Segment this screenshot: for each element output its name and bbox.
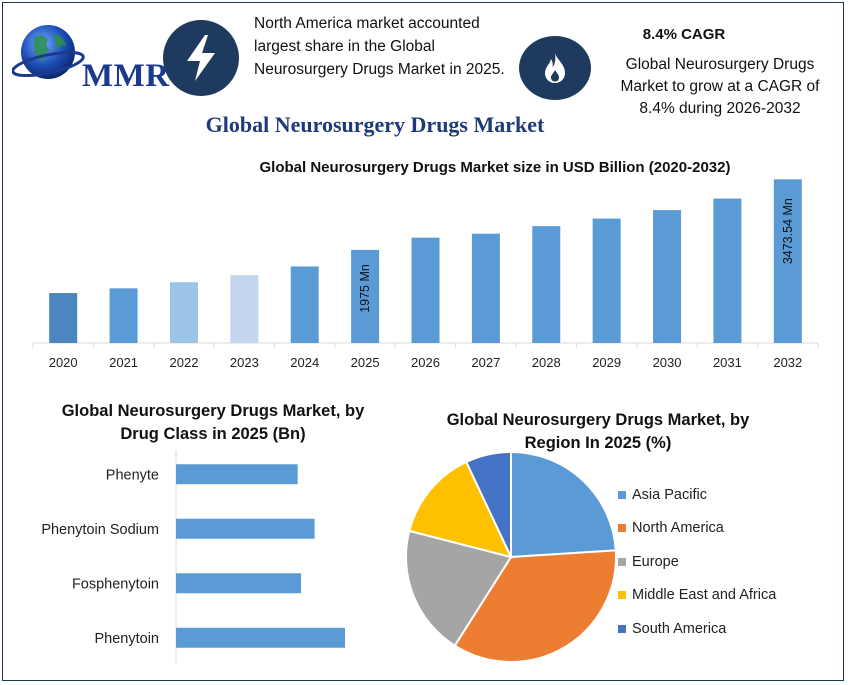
- bar-2023: [230, 275, 259, 343]
- hbar-chart-title: Global Neurosurgery Drugs Market, by Drug…: [62, 402, 365, 443]
- hbar-category-label: Phenytoin Sodium: [41, 522, 159, 538]
- x-tick-label-2025: 2025: [351, 355, 380, 370]
- pie-slice-south-america: [464, 450, 512, 558]
- hbar-category-label: Phenytoin: [95, 631, 160, 647]
- bar-2030: [653, 210, 682, 343]
- legend-item: North America: [618, 512, 776, 546]
- pie-slice-north-america: [453, 549, 617, 663]
- hbar-phenytoin-sodium: [176, 518, 315, 539]
- hbar-category-label: Fosphenytoin: [72, 576, 159, 592]
- bar-2032: [773, 179, 802, 343]
- cagr-title: 8.4% CAGR: [642, 26, 726, 43]
- hbar-category-label: Phenyte: [106, 467, 159, 483]
- pie-slice-europe: [405, 529, 513, 648]
- pie-chart-title: Global Neurosurgery Drugs Market, by Regi…: [447, 411, 750, 452]
- bar-2027: [471, 233, 500, 343]
- pie-legend: Asia Pacific North America Europe Middle Ea…: [618, 478, 776, 646]
- x-tick-label-2020: 2020: [49, 355, 78, 370]
- legend-item: Asia Pacific: [618, 478, 776, 512]
- x-tick-label-2029: 2029: [592, 355, 621, 370]
- bar-2020: [49, 293, 78, 343]
- bar-2024: [290, 266, 319, 343]
- cagr-description: Global Neurosurgery Drugs Market to grow…: [620, 56, 820, 117]
- legend-label: Asia Pacific: [632, 486, 707, 503]
- x-tick-label-2024: 2024: [290, 355, 319, 370]
- legend-item: Middle East and Africa: [618, 579, 776, 613]
- legend-swatch: [618, 591, 626, 600]
- hbar-phenyte: [176, 464, 298, 485]
- x-tick-label-2028: 2028: [532, 355, 561, 370]
- x-tick-label-2022: 2022: [170, 355, 199, 370]
- globe-logo-icon: [11, 25, 85, 79]
- bar-2021: [109, 288, 138, 343]
- hbar-fosphenytoin: [176, 573, 302, 594]
- pie-slice-middle-east-and-africa: [408, 460, 513, 559]
- bar-2029: [592, 218, 621, 343]
- x-tick-label-2023: 2023: [230, 355, 259, 370]
- x-tick-label-2032: 2032: [773, 355, 802, 370]
- x-tick-label-2027: 2027: [471, 355, 500, 370]
- legend-label: Europe: [632, 553, 679, 570]
- legend-label: Middle East and Africa: [632, 587, 777, 604]
- x-tick-label-2030: 2030: [653, 355, 682, 370]
- north-america-note: North America market accounted largest s…: [254, 15, 505, 78]
- bar-2022: [169, 282, 198, 343]
- hbar-phenytoin: [176, 627, 345, 648]
- flame-icon: [519, 36, 591, 100]
- legend-swatch: [618, 624, 626, 633]
- x-tick-label-2026: 2026: [411, 355, 440, 370]
- bar-data-label: 1975 Mn: [358, 264, 372, 313]
- main-title: Global Neurosurgery Drugs Market: [205, 112, 545, 137]
- x-tick-label-2021: 2021: [109, 355, 138, 370]
- legend-label: North America: [632, 520, 724, 537]
- legend-label: South America: [632, 620, 727, 637]
- legend-swatch: [618, 557, 626, 566]
- bar-2028: [532, 226, 561, 343]
- lightning-bolt-icon: [163, 20, 239, 96]
- x-tick-label-2031: 2031: [713, 355, 742, 370]
- pie-slice-asia-pacific: [510, 450, 617, 559]
- brand-logo: MMR: [11, 18, 169, 94]
- legend-swatch: [618, 490, 626, 499]
- bar-2026: [411, 237, 440, 343]
- logo-text: MMR: [82, 58, 170, 94]
- bar-data-label: 3473.54 Mn: [781, 198, 795, 264]
- bar-2031: [713, 198, 742, 343]
- legend-item: South America: [618, 612, 776, 646]
- legend-swatch: [618, 524, 626, 533]
- legend-item: Europe: [618, 545, 776, 579]
- bar-2025: [351, 249, 380, 343]
- bar-chart-title: Global Neurosurgery Drugs Market size in…: [260, 159, 731, 176]
